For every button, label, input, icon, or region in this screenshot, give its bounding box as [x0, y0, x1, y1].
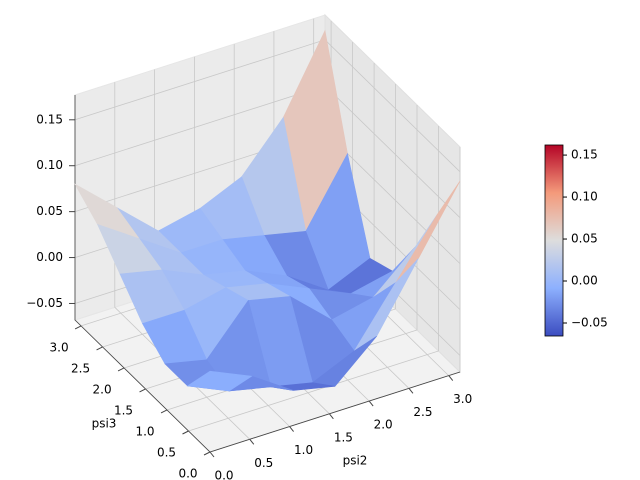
y-tick-label: 0.5 [157, 445, 176, 459]
x-tick [408, 388, 414, 394]
y-tick [139, 388, 146, 393]
colorbar-tick-label: −0.05 [571, 315, 608, 329]
colorbar-tick-label: 0.00 [571, 274, 598, 288]
y-tick-label: 2.0 [93, 382, 112, 396]
x-tick [209, 451, 215, 458]
x-tick [368, 400, 374, 407]
y-tick-label: 3.0 [50, 340, 69, 354]
x-tick [249, 438, 255, 445]
y-tick [203, 451, 211, 456]
z-tick-label: −0.05 [26, 296, 63, 310]
x-tick-label: 3.0 [453, 392, 472, 406]
axis-line [74, 95, 461, 453]
colorbar-tick-label: 0.10 [571, 190, 598, 204]
labels: 0.00.51.01.52.02.53.00.00.51.01.52.02.53… [26, 112, 472, 480]
y-tick [160, 409, 168, 414]
x-tick-label: 0.5 [254, 456, 273, 470]
y-tick [182, 430, 189, 435]
x-tick [328, 413, 334, 420]
z-tick-label: 0.00 [36, 250, 63, 264]
x-grid-line [114, 82, 251, 440]
x-tick [289, 426, 294, 432]
y-tick-label: 1.0 [135, 424, 154, 438]
y-tick [74, 325, 82, 330]
y-tick-label: 0.0 [178, 467, 197, 480]
y-grid-line [188, 126, 439, 432]
x-tick-label: 1.5 [334, 430, 353, 444]
x-axis-label: psi2 [343, 454, 368, 468]
y-tick-label: 1.5 [114, 403, 133, 417]
y-tick [96, 346, 103, 351]
x-tick-label: 0.0 [214, 469, 233, 480]
z-tick-label: 0.10 [36, 158, 63, 172]
colorbar-tick-label: 0.15 [571, 148, 598, 162]
x-tick-label: 2.0 [374, 418, 393, 432]
surface-patch [186, 370, 253, 392]
y-axis-label: psi3 [92, 417, 117, 431]
colorbar-tick-label: 0.05 [571, 232, 598, 246]
colorbar [544, 144, 564, 337]
y-tick-label: 2.5 [71, 361, 90, 375]
z-tick-label: 0.15 [36, 112, 63, 126]
x-tick [448, 375, 454, 381]
y-tick [117, 367, 125, 372]
surface [74, 29, 461, 392]
x-tick-label: 1.0 [294, 443, 313, 457]
z-tick-label: 0.05 [36, 204, 63, 218]
x-tick-label: 2.5 [413, 405, 432, 419]
